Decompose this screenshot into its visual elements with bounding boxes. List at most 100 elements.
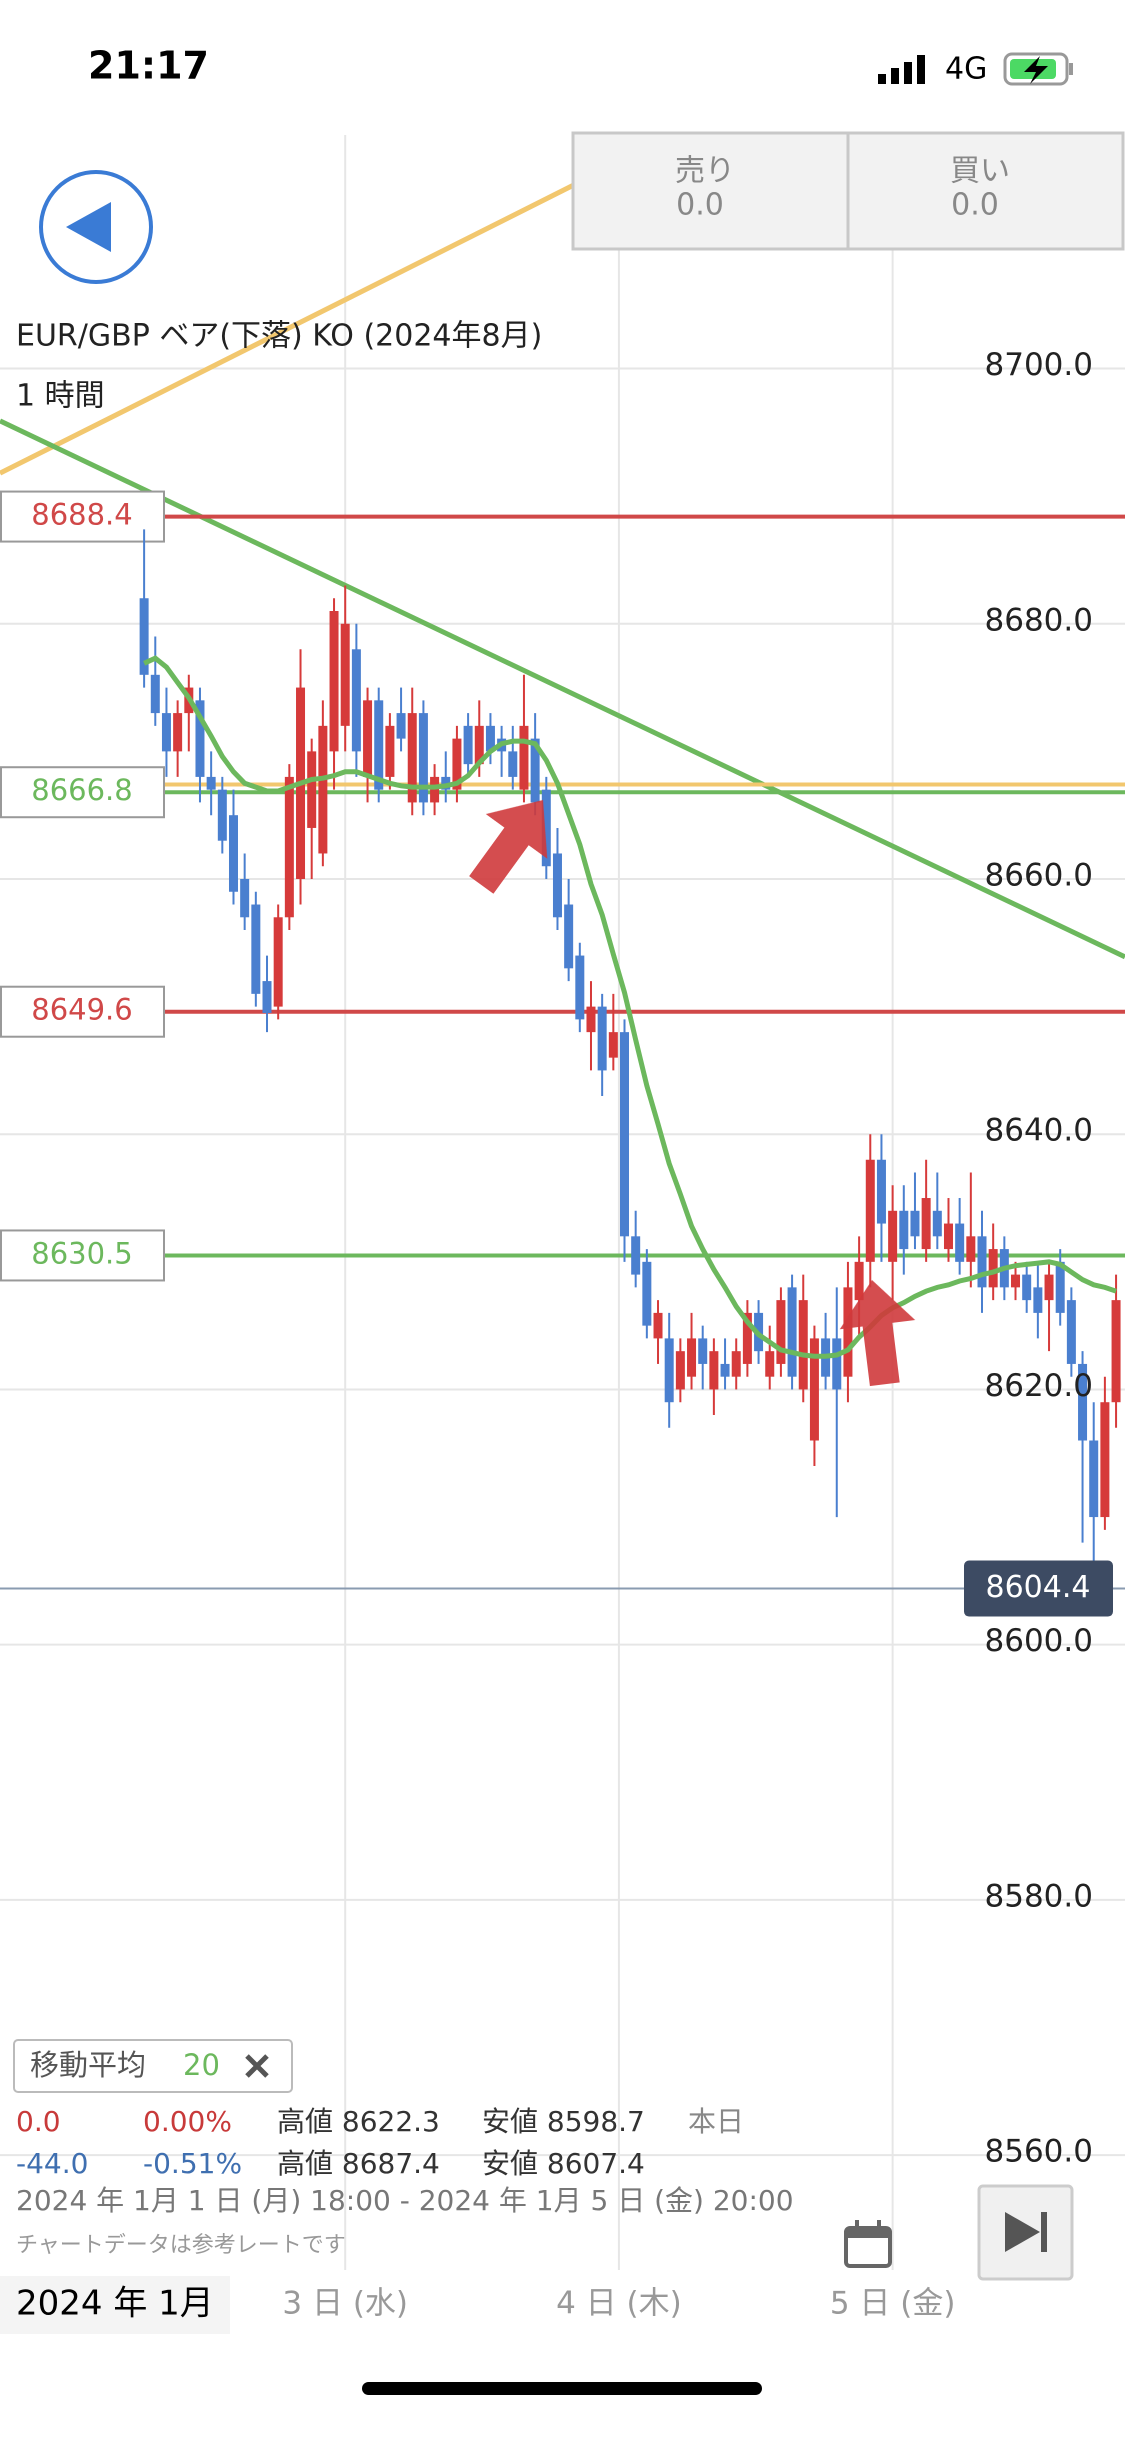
candle-body — [1089, 1440, 1099, 1518]
candle-body — [966, 1236, 976, 1262]
period-bg — [0, 2276, 230, 2334]
level-box — [0, 766, 165, 819]
stat-cell: 0.0 — [16, 2105, 61, 2138]
jump-latest-button[interactable] — [977, 2184, 1074, 2281]
status-time: 21:17 — [88, 44, 209, 88]
candle-body — [709, 1351, 719, 1390]
y-tick-label: 8620.0 — [985, 1368, 1093, 1404]
x-tick-label: 5 日 (金) — [830, 2286, 956, 2322]
indicator-chip[interactable] — [13, 2039, 293, 2093]
candle-body — [675, 1351, 685, 1390]
candle-body — [899, 1210, 909, 1250]
sell-label: 売り — [675, 154, 735, 189]
level-label: 8666.8 — [31, 773, 132, 807]
chart-subtitle: 1 時間 — [16, 379, 105, 414]
buy-button[interactable] — [846, 131, 1125, 251]
plot-area: 8688.4 8666.8 8649.6 8630.5 — [0, 135, 1125, 2270]
signal-icon — [878, 55, 925, 84]
stat-cell: 高値 8622.3 — [277, 2105, 440, 2138]
candle-body — [921, 1198, 931, 1250]
y-tick-label: 8700.0 — [985, 347, 1093, 383]
calendar-button[interactable] — [844, 2220, 892, 2268]
back-button[interactable] — [39, 170, 153, 284]
y-tick-label: 8640.0 — [985, 1113, 1093, 1149]
candle-body — [888, 1210, 898, 1262]
candle-body — [139, 598, 149, 675]
candle-body — [843, 1287, 853, 1377]
candle-body — [932, 1210, 942, 1237]
candle-body — [865, 1159, 875, 1262]
candle-body — [1011, 1274, 1021, 1288]
candle-body — [698, 1338, 708, 1364]
sell-button[interactable] — [571, 131, 850, 251]
candle-body — [150, 674, 160, 714]
candle-body — [463, 725, 473, 765]
candle-body — [876, 1159, 886, 1224]
indicator-remove[interactable] — [245, 2054, 269, 2078]
candle-body — [776, 1300, 786, 1364]
candle-body — [1044, 1274, 1054, 1301]
candle-body — [519, 725, 529, 790]
candle-body — [418, 713, 428, 803]
note-text: チャートデータは参考レートです — [16, 2233, 346, 2258]
stat-cell: -44.0 — [16, 2147, 88, 2180]
candle-body — [1033, 1287, 1043, 1313]
candle-body — [407, 713, 417, 803]
candle-body — [161, 713, 171, 752]
trendline — [0, 182, 576, 476]
stat-cell: 本日 — [688, 2105, 744, 2138]
candle-body — [240, 878, 250, 918]
candle-body — [720, 1363, 730, 1377]
candle-body — [854, 1261, 864, 1301]
y-tick-label: 8680.0 — [985, 602, 1093, 638]
candle-body — [430, 776, 440, 803]
candle-body — [742, 1312, 752, 1364]
y-tick-label: 8660.0 — [985, 857, 1093, 893]
candle-body — [597, 1006, 607, 1071]
stats: 0.0 0.00% 高値 8622.3 安値 8598.7 本日 -44.0 -0.51% 高… — [16, 2105, 744, 2180]
battery-icon — [1003, 52, 1073, 86]
candle-body — [608, 1032, 618, 1058]
moving-average-line — [143, 655, 1117, 1359]
level-box — [0, 490, 165, 543]
candle-body — [530, 738, 540, 803]
candle-body — [396, 713, 406, 739]
candle-body — [228, 815, 238, 892]
candle-body — [541, 789, 551, 867]
candle-body — [474, 725, 484, 765]
candle-body — [1066, 1300, 1076, 1364]
candle-body — [385, 725, 395, 777]
candle-body — [832, 1338, 842, 1390]
stat-cell: -0.51% — [143, 2147, 242, 2180]
candle-body — [508, 751, 518, 777]
candle-body — [731, 1351, 741, 1377]
candle-body — [195, 700, 205, 777]
candle-body — [1078, 1363, 1088, 1441]
candle-body — [206, 776, 216, 790]
candle-body — [1022, 1274, 1032, 1301]
buy-value: 0.0 — [951, 188, 999, 223]
current-price-box — [964, 1560, 1113, 1617]
candle-body — [586, 1006, 596, 1033]
candle-body — [809, 1338, 819, 1441]
candle-body — [351, 649, 361, 752]
sell-value: 0.0 — [676, 188, 724, 223]
candle-body — [798, 1300, 808, 1390]
stat-cell: 0.00% — [143, 2105, 232, 2138]
status-network: 4G — [945, 52, 987, 87]
candle-body — [1055, 1261, 1065, 1313]
chart-title: EUR/GBP ベア(下落) KO (2024年8月) — [16, 319, 542, 354]
candle-body — [251, 904, 261, 994]
level-label: 8688.4 — [31, 498, 132, 532]
y-tick-label: 8600.0 — [985, 1623, 1093, 1659]
candle-body — [943, 1223, 953, 1250]
level-label: 8630.5 — [31, 1236, 132, 1270]
x-period-label: 2024 年 1月 — [16, 2284, 214, 2324]
stat-cell: 安値 8598.7 — [482, 2105, 645, 2138]
stat-cell: 安値 8607.4 — [482, 2147, 645, 2180]
candle-body — [977, 1236, 987, 1288]
candle-body — [988, 1249, 998, 1288]
candle-body — [664, 1338, 674, 1403]
stat-cell: 高値 8687.4 — [277, 2147, 440, 2180]
candle-body — [642, 1261, 652, 1326]
